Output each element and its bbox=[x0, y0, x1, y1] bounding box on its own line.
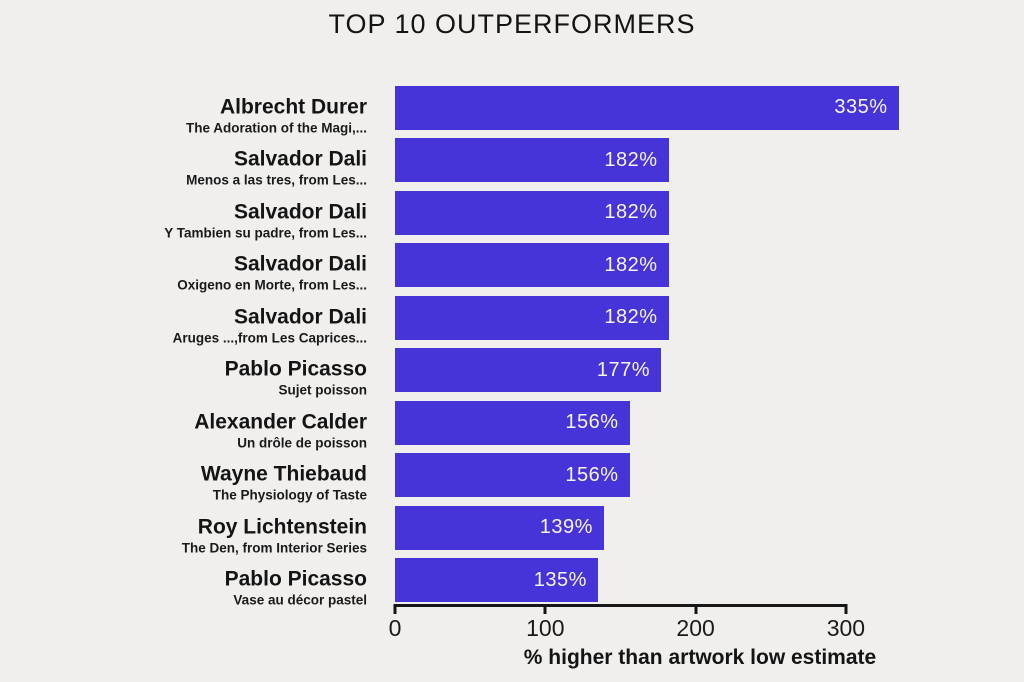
category-label: Salvador Dali Aruges ...,from Les Caprice… bbox=[173, 304, 367, 347]
chart-title: TOP 10 OUTPERFORMERS bbox=[328, 9, 696, 39]
bar: 335% bbox=[395, 85, 899, 130]
x-tick-label: 100 bbox=[526, 615, 565, 641]
bar: 156% bbox=[395, 400, 630, 445]
artwork-subtitle: Y Tambien su padre, from Les... bbox=[164, 225, 367, 241]
category-label: Pablo Picasso Vase au décor pastel bbox=[225, 567, 367, 610]
bar-value-label: 156% bbox=[565, 411, 619, 434]
artist-name: Salvador Dali bbox=[233, 305, 367, 329]
bar-value-label: 335% bbox=[834, 96, 888, 118]
bar-row: Pablo Picasso Sujet poisson 177% bbox=[0, 348, 1024, 398]
x-tick bbox=[543, 604, 547, 614]
bar-row: Salvador Dali Y Tambien su padre, from Le… bbox=[0, 190, 1024, 240]
category-label: Alexander Calder Un drôle de poisson bbox=[194, 409, 367, 452]
bar-row: Salvador Dali Menos a las tres, from Les.… bbox=[0, 138, 1024, 188]
bar: 156% bbox=[395, 453, 630, 498]
artist-name: Salvador Dali bbox=[233, 147, 367, 171]
bar-row: Albrecht Durer The Adoration of the Magi,… bbox=[0, 85, 1024, 135]
bar-value-label: 182% bbox=[604, 253, 658, 276]
x-tick-label: 200 bbox=[676, 615, 715, 641]
bar: 182% bbox=[395, 243, 669, 288]
bar: 177% bbox=[395, 348, 661, 393]
artwork-subtitle: Un drôle de poisson bbox=[237, 435, 367, 451]
bar-row: Pablo Picasso Vase au décor pastel 135% bbox=[0, 558, 1024, 608]
artwork-subtitle: Aruges ...,from Les Caprices... bbox=[172, 330, 367, 346]
artwork-subtitle: Oxigeno en Morte, from Les... bbox=[177, 277, 367, 293]
category-label: Pablo Picasso Sujet poisson bbox=[225, 357, 367, 400]
x-tick bbox=[694, 604, 698, 614]
artist-name: Alexander Calder bbox=[194, 410, 367, 434]
artwork-subtitle: The Den, from Interior Series bbox=[181, 540, 367, 556]
category-label: Albrecht Durer The Adoration of the Magi,… bbox=[186, 94, 367, 137]
x-tick-label: 300 bbox=[826, 615, 866, 641]
artwork-subtitle: Vase au décor pastel bbox=[233, 592, 367, 608]
bar-row: Salvador Dali Oxigeno en Morte, from Les.… bbox=[0, 243, 1024, 293]
category-label: Salvador Dali Menos a las tres, from Les.… bbox=[186, 147, 367, 190]
bar-row: Roy Lichtenstein The Den, from Interior S… bbox=[0, 505, 1024, 555]
x-tick bbox=[844, 604, 848, 614]
bar-row: Salvador Dali Aruges ...,from Les Caprice… bbox=[0, 295, 1024, 345]
bar-value-label: 182% bbox=[604, 306, 658, 329]
x-axis-label: % higher than artwork low estimate bbox=[523, 646, 877, 669]
artwork-subtitle: The Adoration of the Magi,... bbox=[186, 120, 367, 135]
artist-name: Wayne Thiebaud bbox=[200, 462, 367, 486]
bar: 139% bbox=[395, 505, 604, 550]
artist-name: Albrecht Durer bbox=[219, 95, 367, 118]
bar-value-label: 177% bbox=[596, 358, 650, 381]
artist-name: Roy Lichtenstein bbox=[197, 515, 367, 539]
bar: 182% bbox=[395, 295, 669, 340]
category-label: Roy Lichtenstein The Den, from Interior S… bbox=[182, 514, 367, 557]
artwork-subtitle: Menos a las tres, from Les... bbox=[186, 172, 367, 188]
category-label: Salvador Dali Y Tambien su padre, from Le… bbox=[164, 199, 367, 242]
category-label: Salvador Dali Oxigeno en Morte, from Les.… bbox=[177, 252, 367, 295]
artist-name: Salvador Dali bbox=[233, 200, 367, 224]
artist-name: Salvador Dali bbox=[233, 252, 367, 276]
bar-value-label: 135% bbox=[533, 568, 587, 591]
artist-name: Pablo Picasso bbox=[224, 357, 367, 381]
bar: 182% bbox=[395, 138, 669, 183]
x-axis-line bbox=[395, 604, 847, 607]
bar-value-label: 156% bbox=[565, 463, 619, 486]
artwork-subtitle: Sujet poisson bbox=[278, 382, 367, 398]
bar-row: Wayne Thiebaud The Physiology of Taste 156… bbox=[0, 453, 1024, 503]
category-label: Wayne Thiebaud The Physiology of Taste bbox=[201, 462, 367, 505]
x-tick-label: 0 bbox=[388, 615, 402, 641]
bar-value-label: 182% bbox=[604, 148, 658, 171]
artwork-subtitle: The Physiology of Taste bbox=[212, 487, 367, 503]
bar: 182% bbox=[395, 190, 669, 235]
bar-value-label: 139% bbox=[539, 516, 593, 539]
artist-name: Pablo Picasso bbox=[224, 567, 367, 591]
bar-value-label: 182% bbox=[604, 201, 658, 224]
bar-row: Alexander Calder Un drôle de poisson 156% bbox=[0, 400, 1024, 450]
bar: 135% bbox=[395, 558, 598, 603]
x-tick bbox=[393, 604, 397, 614]
